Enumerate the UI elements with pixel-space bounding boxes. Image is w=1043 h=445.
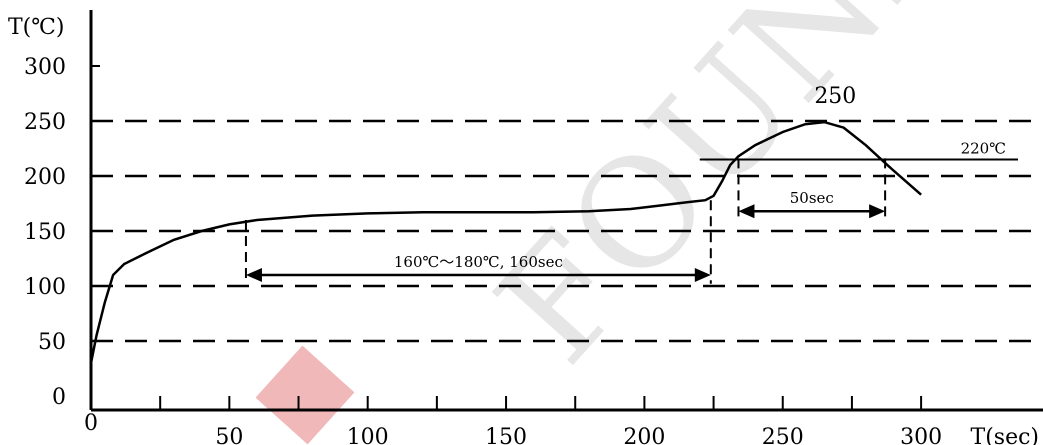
x-tick-label-0: 0: [84, 411, 98, 436]
x-axis-title: T(sec): [971, 425, 1039, 445]
temperature-curve: [89, 120, 922, 364]
y-tick-label-200: 200: [24, 165, 66, 190]
watermark-text: FOUNDER: [465, 0, 1043, 395]
watermark-logo: [255, 345, 355, 445]
series-curve: [89, 120, 922, 364]
y-tick-label-0: 0: [52, 385, 66, 410]
axes: [89, 10, 1043, 412]
axis-labels: 0 50 100 150 200 250 300 0 50 100 150 200 250 300 T(℃)…: [8, 15, 1039, 445]
soak-label: 160℃～180℃, 160sec: [394, 253, 563, 271]
x-tick-label-50: 50: [215, 425, 243, 445]
y-tick-label-300: 300: [24, 55, 66, 80]
y-tick-label-250: 250: [24, 110, 66, 135]
y-axis-title: T(℃): [8, 15, 64, 40]
annotations: 220℃ 250 160℃～180℃, 160sec 50sec: [244, 84, 1018, 284]
watermark: FOUNDER: [255, 0, 1043, 445]
line-220-label: 220℃: [961, 140, 1006, 158]
y-tick-label-100: 100: [24, 275, 66, 300]
x-tick-label-300: 300: [900, 425, 942, 445]
reflow-arrow-head-right: [869, 204, 886, 219]
reflow-label: 50sec: [790, 189, 834, 207]
soak-arrow-head-left: [245, 268, 262, 282]
soak-arrow-head-right: [694, 268, 711, 282]
x-tick-label-150: 150: [485, 425, 527, 445]
x-tick-label-250: 250: [762, 425, 804, 445]
y-tick-label-50: 50: [38, 330, 66, 355]
peak-label: 250: [814, 84, 856, 109]
x-tick-label-100: 100: [347, 425, 389, 445]
reflow-arrow-head-left: [738, 204, 755, 219]
x-tick-label-200: 200: [623, 425, 665, 445]
y-tick-label-150: 150: [24, 220, 66, 245]
